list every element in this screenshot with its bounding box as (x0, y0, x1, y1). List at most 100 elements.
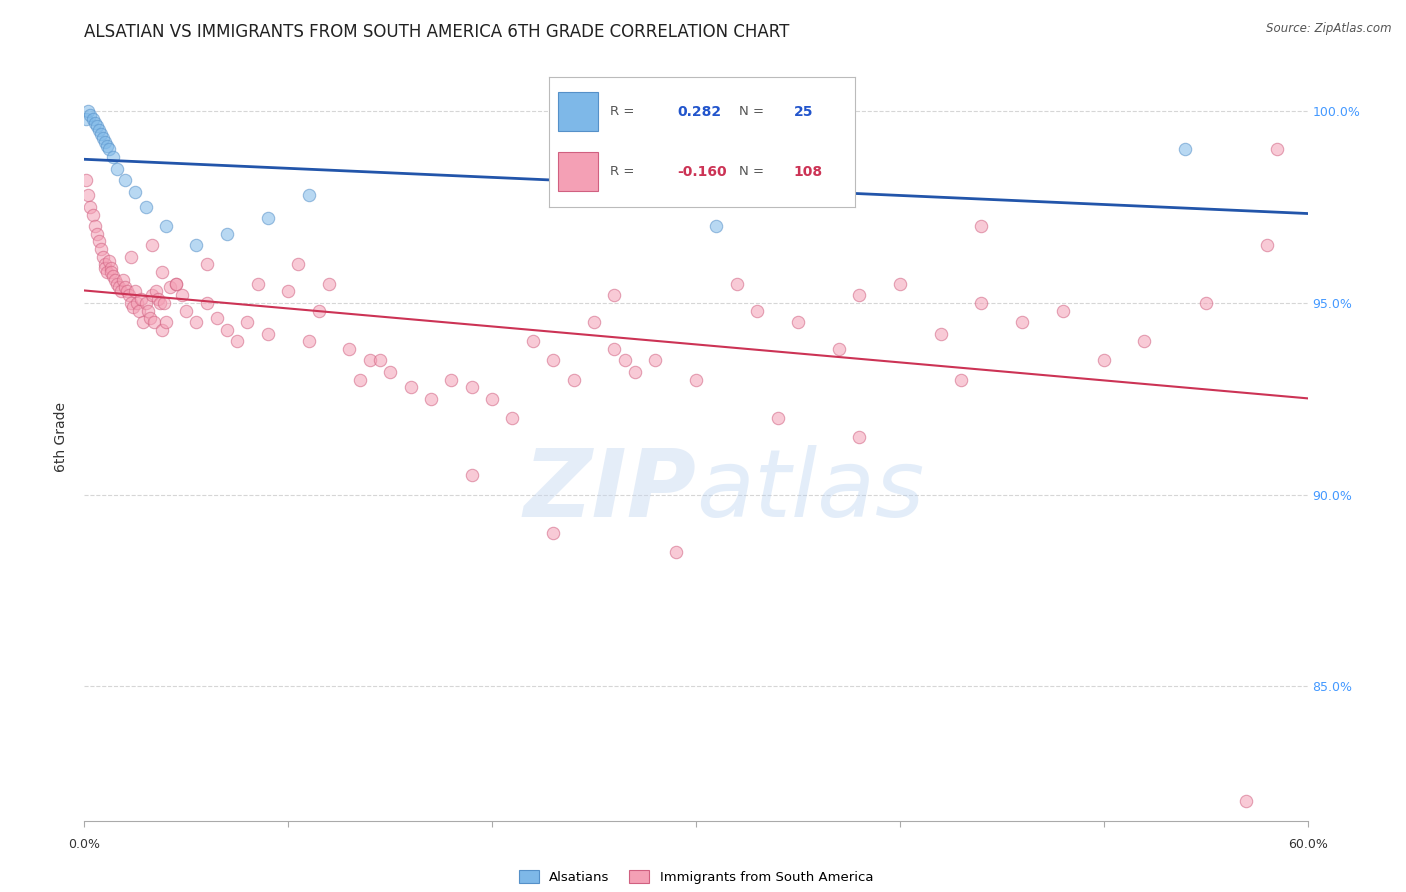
Point (114, 280, 136, 294)
Point (399, 380, 422, 394)
Point (146, 292, 169, 306)
Point (86, 120, 108, 134)
Point (665, 545, 688, 559)
Point (79, 108, 101, 122)
Point (970, 219, 993, 234)
Point (217, 323, 239, 337)
Point (77, 104, 100, 119)
Point (287, 258, 309, 272)
Point (93, 261, 115, 276)
Point (75, 173, 97, 187)
Text: atlas: atlas (696, 445, 924, 536)
Point (543, 526, 565, 541)
Point (82, 208, 104, 222)
Point (970, 295, 993, 310)
Point (420, 392, 443, 406)
Text: Source: ZipAtlas.com: Source: ZipAtlas.com (1267, 22, 1392, 36)
Point (172, 288, 194, 302)
Point (848, 288, 870, 302)
Point (543, 353, 565, 368)
Point (481, 392, 503, 406)
Point (562, 173, 585, 187)
Text: ALSATIAN VS IMMIGRANTS FROM SOUTH AMERICA 6TH GRADE CORRELATION CHART: ALSATIAN VS IMMIGRANTS FROM SOUTH AMERIC… (84, 23, 790, 41)
Point (1092, 353, 1115, 368)
Point (128, 303, 150, 318)
Point (603, 288, 626, 302)
Point (153, 295, 176, 310)
Point (308, 303, 330, 318)
Point (502, 410, 524, 425)
Point (1195, 295, 1218, 310)
Point (86, 227, 108, 241)
Point (277, 285, 299, 299)
Point (149, 295, 172, 310)
Point (118, 288, 141, 302)
Point (195, 258, 218, 272)
Point (97, 253, 120, 268)
Point (120, 250, 142, 264)
Point (155, 315, 177, 329)
Point (124, 185, 146, 199)
Point (136, 303, 159, 318)
Point (93, 258, 115, 272)
Point (205, 311, 228, 326)
Point (83, 115, 105, 129)
Point (624, 365, 647, 379)
Point (1256, 238, 1278, 252)
Point (522, 334, 544, 349)
Point (747, 303, 769, 318)
Text: ZIP: ZIP (523, 445, 696, 537)
Point (349, 373, 371, 387)
Point (75, 112, 97, 126)
Point (101, 268, 124, 283)
Point (440, 373, 463, 387)
Point (96, 265, 118, 279)
Point (91, 131, 114, 145)
Legend: Alsatians, Immigrants from South America: Alsatians, Immigrants from South America (512, 863, 880, 891)
Point (165, 277, 187, 291)
Point (90, 242, 112, 256)
Point (96, 138, 118, 153)
Point (1052, 303, 1074, 318)
Point (368, 353, 391, 368)
Point (138, 311, 160, 326)
Point (87, 123, 110, 137)
Point (105, 277, 128, 291)
Point (257, 326, 280, 341)
Point (132, 315, 155, 329)
Point (120, 295, 142, 310)
Point (298, 188, 321, 202)
Point (91, 250, 114, 264)
Point (145, 285, 167, 299)
Point (90, 127, 112, 141)
Point (1236, 794, 1258, 808)
Point (644, 353, 666, 368)
Point (135, 200, 157, 214)
Point (87, 235, 110, 249)
Point (1265, 142, 1288, 156)
Point (461, 380, 484, 394)
Point (77, 188, 100, 202)
Point (828, 342, 851, 356)
Point (122, 300, 145, 314)
Point (217, 227, 239, 241)
Point (159, 280, 181, 294)
Point (131, 292, 153, 306)
Point (613, 353, 636, 368)
Point (359, 353, 381, 368)
Point (110, 285, 132, 299)
Point (766, 410, 789, 425)
Point (142, 315, 165, 329)
Point (186, 315, 208, 329)
Point (115, 285, 138, 299)
Point (380, 365, 402, 379)
Point (236, 315, 259, 329)
Point (226, 334, 249, 349)
Point (603, 342, 626, 356)
Point (706, 219, 728, 234)
Point (112, 273, 135, 287)
Point (150, 265, 173, 279)
Point (174, 303, 197, 318)
Point (82, 112, 104, 126)
Point (124, 285, 146, 299)
